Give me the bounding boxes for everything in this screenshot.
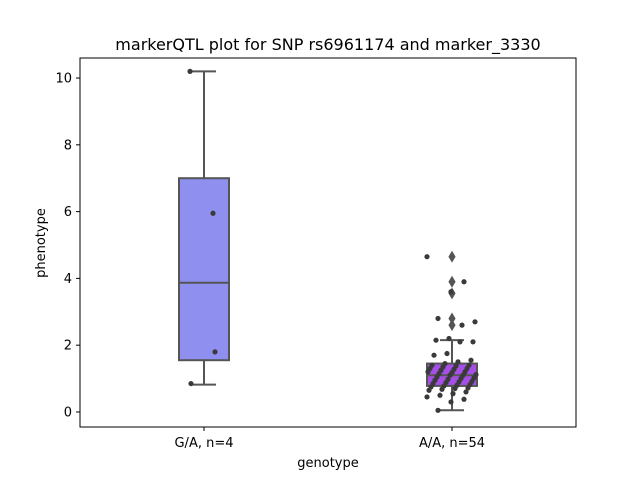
data-point (463, 389, 469, 395)
data-point (457, 339, 463, 345)
data-point (424, 254, 430, 260)
data-point (472, 319, 478, 325)
data-point (210, 210, 216, 216)
data-point (446, 335, 452, 342)
data-point (461, 279, 467, 285)
y-axis: 0 2 4 6 8 10 (55, 72, 80, 420)
x-tick-label: A/A, n=54 (419, 436, 485, 451)
data-point (450, 391, 456, 397)
data-point (435, 315, 441, 322)
y-tick-label: 4 (64, 272, 72, 287)
data-point (212, 349, 218, 355)
box-group (424, 250, 479, 413)
data-point (465, 385, 471, 391)
box-group (178, 68, 230, 387)
y-tick-label: 6 (64, 205, 72, 220)
outlier-marker (448, 275, 456, 288)
data-point (468, 357, 474, 363)
data-point (444, 350, 450, 357)
data-point (187, 68, 193, 74)
data-point (433, 337, 439, 343)
data-point (188, 380, 194, 387)
data-point (435, 407, 441, 413)
outlier-marker (448, 319, 456, 332)
y-tick-label: 0 (64, 405, 72, 420)
y-tick-label: 2 (64, 339, 72, 354)
x-axis: G/A, n=4 A/A, n=54 (174, 427, 485, 451)
chart-title: markerQTL plot for SNP rs6961174 and mar… (115, 35, 540, 55)
y-axis-title: phenotype (34, 208, 49, 278)
data-point (424, 394, 430, 400)
y-tick-label: 10 (55, 72, 72, 87)
y-tick-label: 8 (64, 138, 72, 153)
data-point (448, 399, 454, 405)
box (178, 177, 230, 362)
data-point (448, 289, 454, 295)
data-point (455, 359, 461, 365)
data-point (452, 385, 458, 392)
data-point (470, 339, 476, 345)
x-tick-label: G/A, n=4 (174, 436, 233, 451)
outlier-marker (448, 250, 456, 263)
data-point (437, 392, 443, 398)
data-point (425, 369, 431, 375)
boxes (178, 68, 479, 413)
outlier-marker (448, 312, 456, 325)
x-axis-title: genotype (297, 456, 358, 471)
plot-frame (79, 57, 577, 428)
data-point (439, 386, 445, 392)
data-point (461, 396, 467, 402)
data-point (447, 372, 453, 378)
data-point (426, 387, 432, 393)
data-point (459, 322, 465, 328)
data-point (431, 352, 437, 358)
